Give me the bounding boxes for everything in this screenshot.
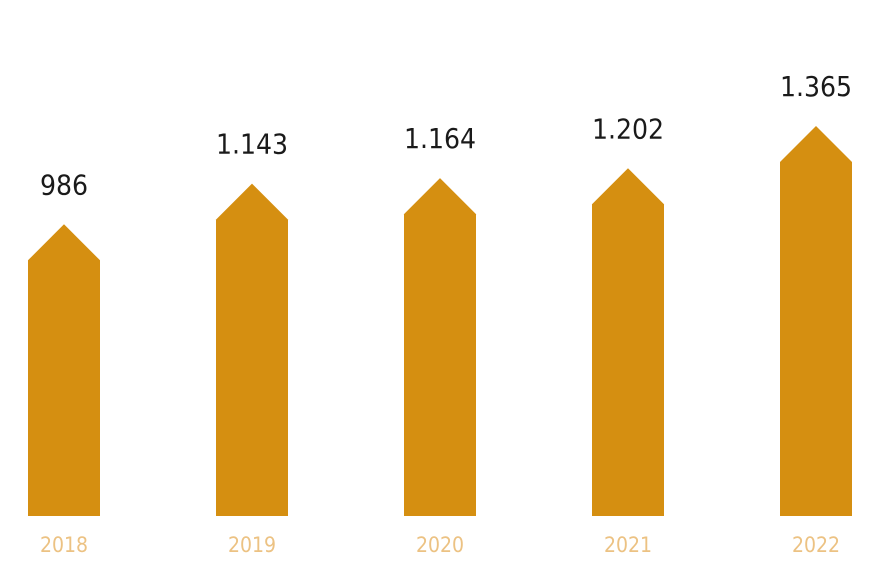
bar-2018 [28,224,100,517]
x-tick-label-2022: 2022 [792,533,840,557]
bar-2019 [216,183,288,517]
x-tick-labels-group: 2018 2019 2020 2021 2022 [40,533,840,557]
x-tick-label-2020: 2020 [416,533,464,557]
x-tick-label-2018: 2018 [40,533,88,557]
value-label-2020: 1.164 [404,122,476,155]
bar-2020 [404,178,476,516]
x-tick-label-2021: 2021 [604,533,652,557]
value-label-2022: 1.365 [780,70,852,103]
bar-2022 [780,126,852,516]
x-tick-label-2019: 2019 [228,533,276,557]
value-label-2019: 1.143 [216,128,288,161]
bar-2021 [592,168,664,516]
value-label-2021: 1.202 [592,112,664,145]
bars-group [28,126,852,517]
value-labels-group: 986 1.143 1.164 1.202 1.365 [40,70,852,201]
value-label-2018: 986 [40,168,88,201]
